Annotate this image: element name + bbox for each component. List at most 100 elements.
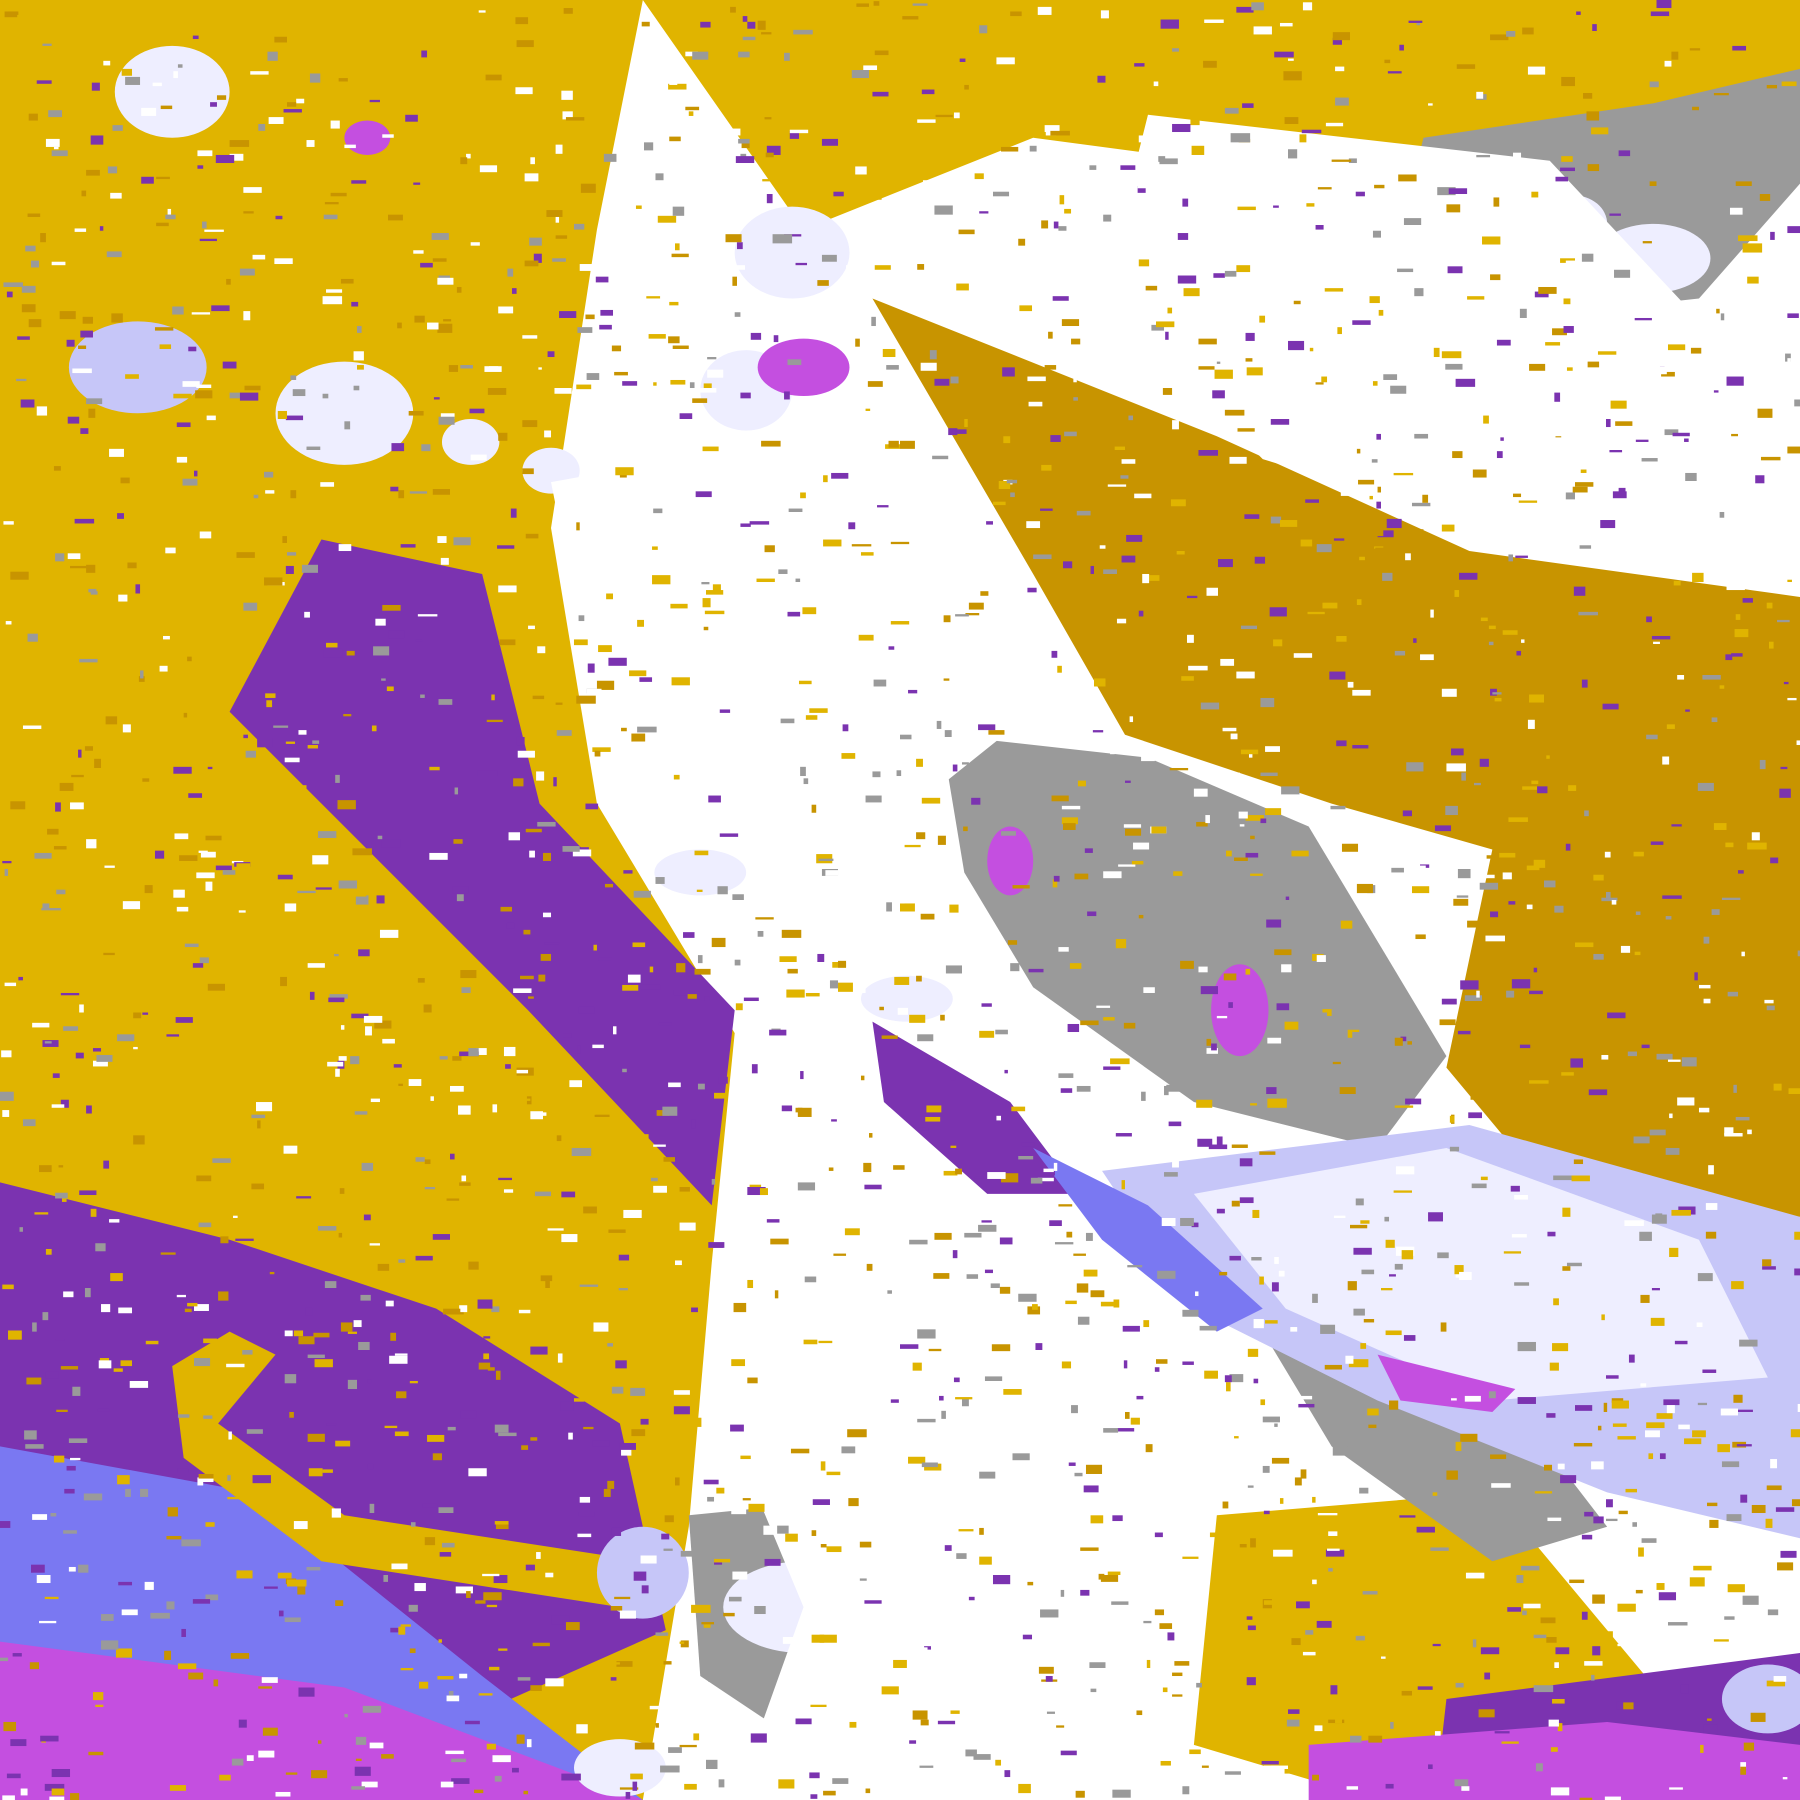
speckle-pixel bbox=[210, 102, 217, 107]
speckle-pixel bbox=[1090, 1688, 1097, 1693]
speckle-pixel bbox=[1747, 842, 1767, 850]
speckle-pixel bbox=[452, 886, 469, 894]
speckle-pixel bbox=[782, 1636, 794, 1644]
speckle-pixel bbox=[1267, 1098, 1287, 1108]
speckle-pixel bbox=[984, 1269, 993, 1274]
speckle-pixel bbox=[1058, 1204, 1073, 1207]
speckle-pixel bbox=[1301, 129, 1322, 134]
speckle-pixel bbox=[909, 1239, 928, 1245]
speckle-pixel bbox=[1605, 419, 1611, 428]
speckle-pixel bbox=[747, 21, 756, 29]
speckle-pixel bbox=[432, 1174, 449, 1178]
speckle-pixel bbox=[1141, 1091, 1146, 1101]
speckle-pixel bbox=[894, 976, 910, 985]
speckle-pixel bbox=[1743, 1017, 1759, 1022]
speckle-pixel bbox=[1537, 786, 1548, 794]
speckle-pixel bbox=[142, 778, 150, 782]
speckle-pixel bbox=[280, 976, 287, 987]
speckle-pixel bbox=[1446, 204, 1461, 213]
speckle-pixel bbox=[177, 538, 191, 542]
speckle-pixel bbox=[848, 1498, 859, 1507]
speckle-pixel bbox=[1136, 1395, 1144, 1400]
speckle-pixel bbox=[846, 265, 859, 269]
speckle-pixel bbox=[893, 1165, 905, 1170]
speckle-pixel bbox=[640, 1418, 649, 1425]
speckle-pixel bbox=[238, 910, 246, 913]
speckle-pixel bbox=[391, 1563, 408, 1570]
speckle-pixel bbox=[1196, 1682, 1202, 1688]
speckle-pixel bbox=[1288, 149, 1298, 159]
speckle-pixel bbox=[200, 851, 216, 858]
speckle-pixel bbox=[705, 1759, 718, 1770]
speckle-pixel bbox=[257, 738, 273, 748]
speckle-pixel bbox=[1407, 1041, 1412, 1045]
speckle-pixel bbox=[1713, 92, 1729, 96]
speckle-pixel bbox=[309, 981, 318, 985]
speckle-pixel bbox=[1516, 1575, 1524, 1584]
speckle-pixel bbox=[410, 1522, 416, 1527]
speckle-pixel bbox=[821, 138, 839, 146]
speckle-pixel bbox=[415, 1255, 433, 1261]
speckle-pixel bbox=[913, 1647, 928, 1656]
speckle-pixel bbox=[1015, 127, 1021, 133]
speckle-pixel bbox=[669, 75, 678, 85]
speckle-pixel bbox=[133, 1135, 145, 1145]
speckle-pixel bbox=[1348, 158, 1357, 164]
speckle-pixel bbox=[1363, 470, 1383, 475]
speckle-pixel bbox=[1627, 1051, 1637, 1057]
speckle-pixel bbox=[653, 1144, 666, 1147]
speckle-pixel bbox=[1007, 1488, 1013, 1497]
speckle-pixel bbox=[1557, 1463, 1565, 1470]
speckle-pixel bbox=[940, 1014, 945, 1021]
speckle-pixel bbox=[335, 774, 340, 783]
speckle-pixel bbox=[1114, 1015, 1123, 1026]
speckle-pixel bbox=[1251, 1257, 1262, 1261]
speckle-pixel bbox=[1095, 308, 1115, 315]
speckle-pixel bbox=[0, 1521, 11, 1528]
speckle-pixel bbox=[829, 882, 836, 887]
speckle-pixel bbox=[1159, 1623, 1173, 1629]
speckle-pixel bbox=[1502, 872, 1512, 880]
speckle-pixel bbox=[757, 20, 766, 30]
speckle-pixel bbox=[1703, 936, 1710, 944]
speckle-pixel bbox=[367, 1463, 374, 1470]
speckle-pixel bbox=[1648, 1453, 1654, 1460]
speckle-pixel bbox=[950, 1710, 960, 1714]
speckle-pixel bbox=[693, 1733, 700, 1741]
speckle-pixel bbox=[1061, 319, 1080, 327]
speckle-pixel bbox=[1080, 1589, 1090, 1596]
speckle-pixel bbox=[1736, 1444, 1752, 1447]
speckle-pixel bbox=[1361, 1269, 1375, 1275]
speckle-pixel bbox=[712, 584, 721, 593]
speckle-pixel bbox=[693, 542, 709, 549]
speckle-pixel bbox=[1180, 1217, 1194, 1227]
speckle-pixel bbox=[335, 1068, 340, 1077]
speckle-pixel bbox=[308, 1468, 323, 1477]
speckle-pixel bbox=[1766, 1680, 1786, 1687]
speckle-pixel bbox=[1087, 911, 1097, 917]
speckle-pixel bbox=[864, 1600, 882, 1604]
speckle-pixel bbox=[454, 787, 459, 795]
speckle-pixel bbox=[1579, 545, 1592, 549]
speckle-pixel bbox=[22, 1119, 36, 1127]
speckle-pixel bbox=[75, 1052, 84, 1059]
speckle-pixel bbox=[622, 1068, 627, 1073]
speckle-pixel bbox=[59, 777, 67, 782]
speckle-pixel bbox=[1332, 32, 1350, 41]
speckle-pixel bbox=[293, 1330, 304, 1337]
gray-region bbox=[941, 734, 1447, 1148]
speckle-pixel bbox=[492, 1104, 498, 1113]
speckle-pixel bbox=[576, 522, 580, 531]
speckle-pixel bbox=[1151, 324, 1165, 331]
speckle-pixel bbox=[1198, 966, 1208, 973]
speckle-pixel bbox=[750, 1733, 767, 1743]
speckle-pixel bbox=[618, 1254, 630, 1261]
speckle-pixel bbox=[1127, 1310, 1139, 1318]
speckle-pixel bbox=[805, 715, 818, 720]
speckle-pixel bbox=[1138, 914, 1144, 919]
speckle-pixel bbox=[181, 1628, 186, 1637]
speckle-pixel bbox=[789, 129, 809, 134]
speckle-pixel bbox=[1316, 544, 1332, 553]
speckle-pixel bbox=[55, 553, 65, 562]
speckle-pixel bbox=[1217, 559, 1233, 568]
